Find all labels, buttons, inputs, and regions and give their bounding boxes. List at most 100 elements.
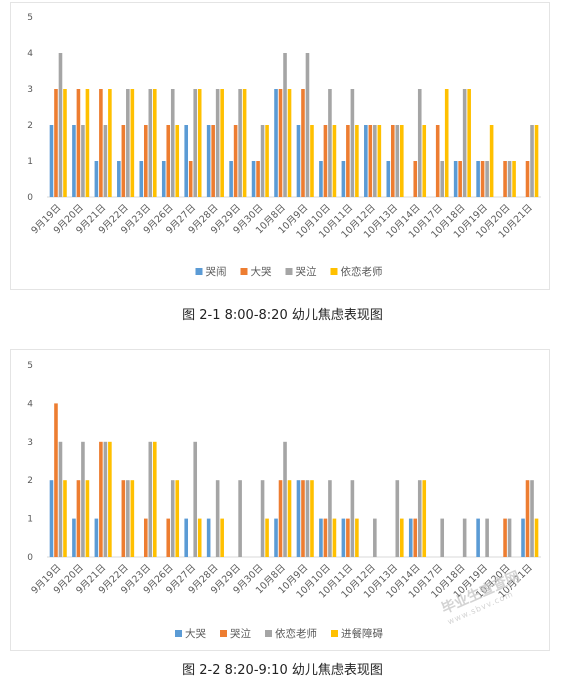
bar bbox=[143, 518, 148, 557]
y-tick-label: 1 bbox=[27, 515, 33, 525]
bar bbox=[364, 125, 368, 197]
bar bbox=[148, 89, 153, 197]
legend-swatch bbox=[285, 268, 293, 275]
bar bbox=[76, 480, 81, 557]
bar bbox=[332, 518, 337, 557]
bar bbox=[126, 480, 130, 557]
bar bbox=[197, 518, 202, 557]
y-tick-label: 5 bbox=[27, 361, 33, 371]
bar bbox=[485, 518, 489, 557]
bar bbox=[215, 480, 220, 557]
bar bbox=[323, 125, 328, 197]
bar bbox=[99, 441, 103, 557]
bar bbox=[476, 161, 480, 197]
bar bbox=[462, 89, 467, 197]
y-tick-label: 1 bbox=[27, 157, 33, 167]
bar bbox=[399, 125, 404, 197]
bar bbox=[170, 89, 175, 197]
bar bbox=[63, 89, 67, 197]
bar-chart-2: 0123459月19日9月20日9月21日9月22日9月23日9月26日9月27… bbox=[27, 361, 541, 640]
bar bbox=[476, 518, 480, 557]
bar bbox=[143, 125, 148, 197]
y-tick-label: 3 bbox=[27, 438, 33, 448]
bar bbox=[301, 89, 305, 197]
legend-label: 进餐障碍 bbox=[341, 627, 383, 640]
bar bbox=[58, 53, 63, 197]
bar bbox=[215, 89, 220, 197]
bar bbox=[373, 518, 377, 557]
bar bbox=[278, 89, 283, 197]
bar bbox=[386, 161, 391, 197]
bar bbox=[274, 518, 278, 557]
figure-caption-2: 图 2-2 8:20-9:10 幼儿焦虑表现图 bbox=[182, 663, 383, 678]
bar bbox=[99, 89, 103, 197]
bar bbox=[130, 480, 135, 557]
bar bbox=[355, 518, 359, 557]
bar bbox=[121, 125, 126, 197]
y-tick-label: 4 bbox=[27, 49, 33, 59]
bar bbox=[332, 125, 337, 197]
bar bbox=[323, 518, 328, 557]
bar bbox=[341, 518, 346, 557]
bar bbox=[193, 89, 198, 197]
bar bbox=[166, 518, 171, 557]
legend-swatch bbox=[331, 630, 338, 637]
bar bbox=[305, 53, 310, 197]
y-tick-label: 2 bbox=[27, 476, 33, 486]
legend-label: 哭泣 bbox=[296, 265, 317, 278]
bar-chart-1: 0123459月19日9月20日9月21日9月22日9月23日9月26日9月27… bbox=[27, 13, 541, 278]
bar bbox=[184, 125, 189, 197]
bar bbox=[103, 125, 108, 197]
bar bbox=[480, 161, 485, 197]
bar bbox=[458, 161, 462, 197]
bar bbox=[350, 480, 355, 557]
figure-caption-1: 图 2-1 8:00-8:20 幼儿焦虑表现图 bbox=[182, 308, 383, 323]
bar bbox=[467, 89, 471, 197]
bar bbox=[373, 125, 377, 197]
bar bbox=[152, 89, 157, 197]
bar bbox=[108, 89, 112, 197]
bar bbox=[256, 161, 260, 197]
bar bbox=[413, 518, 418, 557]
bar bbox=[58, 441, 63, 557]
bar bbox=[328, 480, 332, 557]
bar bbox=[440, 518, 445, 557]
bar bbox=[534, 125, 539, 197]
bar bbox=[422, 125, 427, 197]
bar bbox=[72, 518, 76, 557]
bar bbox=[417, 480, 422, 557]
bar bbox=[444, 89, 449, 197]
chart-panel-2: 0 1 2 3 4 5 9月19日 9月20日 9月21日 9月22日 9月23日 9月26日 9月27… bbox=[10, 349, 550, 651]
bar bbox=[328, 89, 332, 197]
bar bbox=[507, 518, 512, 557]
bar bbox=[233, 125, 238, 197]
chart-panel-1: 0 1 2 3 4 5 9月19日 9月20日 9月21日 9月22日 9月23日 9月26日 9月27… bbox=[10, 2, 550, 290]
bar bbox=[170, 480, 175, 557]
bar bbox=[355, 125, 359, 197]
bar bbox=[152, 441, 157, 557]
bar bbox=[525, 161, 530, 197]
bar bbox=[287, 89, 292, 197]
bar bbox=[453, 161, 458, 197]
bar bbox=[283, 441, 287, 557]
bar bbox=[305, 480, 310, 557]
bar bbox=[76, 89, 81, 197]
bar bbox=[435, 125, 440, 197]
bar bbox=[206, 125, 211, 197]
legend-label: 大哭 bbox=[251, 265, 272, 278]
bar bbox=[166, 125, 171, 197]
bar bbox=[85, 89, 90, 197]
bar bbox=[184, 518, 189, 557]
bar bbox=[399, 518, 404, 557]
bar bbox=[395, 125, 400, 197]
bar bbox=[175, 480, 180, 557]
legend-label: 依恋老师 bbox=[341, 265, 383, 278]
bar bbox=[319, 518, 323, 557]
bar bbox=[242, 89, 247, 197]
legend-label: 依恋老师 bbox=[275, 627, 317, 640]
bar bbox=[274, 89, 278, 197]
y-tick-label: 2 bbox=[27, 121, 33, 131]
bar bbox=[260, 125, 265, 197]
bar bbox=[462, 518, 467, 557]
bar bbox=[238, 480, 242, 557]
